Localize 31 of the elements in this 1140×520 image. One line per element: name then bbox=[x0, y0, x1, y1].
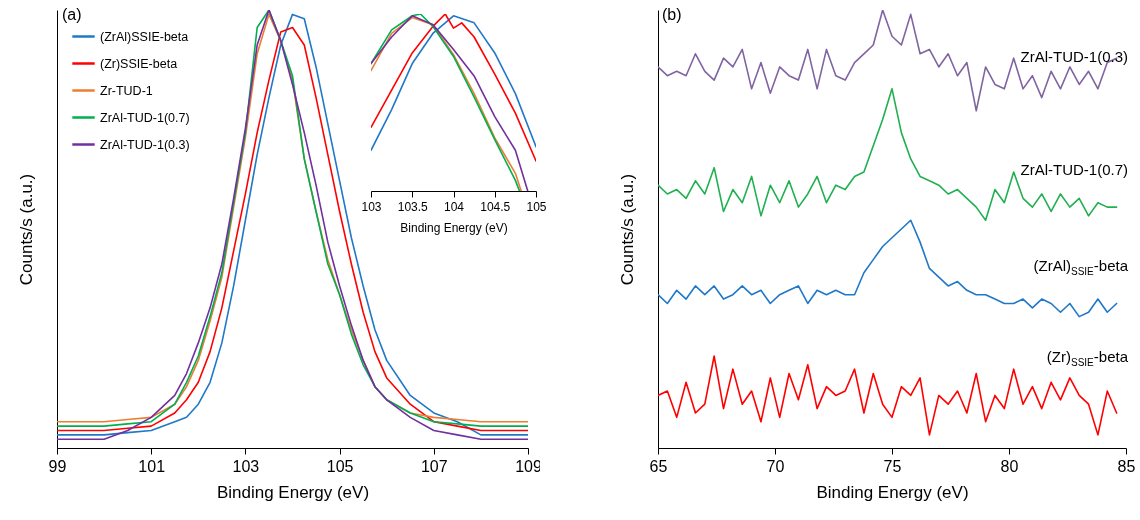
legend-label: ZrAl-TUD-1(0.3) bbox=[100, 137, 190, 152]
x-tick-label: 103.5 bbox=[397, 199, 429, 214]
y-axis-title: Counts/s (a.u.) bbox=[16, 173, 36, 286]
x-tick-label: 70 bbox=[766, 457, 785, 475]
x-tick-label: 65 bbox=[649, 457, 668, 475]
x-tick-label: 99 bbox=[48, 457, 67, 475]
x-tick-label: 105 bbox=[526, 199, 547, 214]
series-label: ZrAl-TUD-1(0.7) bbox=[1020, 161, 1128, 178]
x-tick-label: 75 bbox=[883, 457, 902, 475]
x-tick-label: 105 bbox=[326, 457, 354, 475]
series-label: ZrAl-TUD-1(0.3) bbox=[1020, 48, 1128, 65]
x-tick-label: 85 bbox=[1117, 457, 1136, 475]
x-axis-title: Binding Energy (eV) bbox=[216, 482, 370, 502]
x-tick-label: 80 bbox=[1000, 457, 1019, 475]
legend-label: (ZrAl)SSIE-beta bbox=[100, 29, 189, 44]
series-label: (Zr)$_{SSIE}$-beta bbox=[1046, 348, 1128, 368]
legend-label: Zr-TUD-1 bbox=[100, 83, 153, 98]
x-axis-title: Binding Energy (eV) bbox=[816, 482, 969, 502]
annotation: (b) bbox=[662, 6, 682, 24]
legend-label: ZrAl-TUD-1(0.7) bbox=[100, 110, 190, 125]
x-tick-label: 104 bbox=[443, 199, 465, 214]
y-axis-title: Counts/s (a.u.) bbox=[617, 173, 637, 286]
x-tick-label: 107 bbox=[420, 457, 448, 475]
x-axis-title: Binding Energy (eV) bbox=[400, 220, 508, 235]
x-tick-label: 103 bbox=[361, 199, 382, 214]
x-tick-label: 103 bbox=[232, 457, 260, 475]
x-tick-label: 104.5 bbox=[480, 199, 511, 214]
series-label: (ZrAl)$_{SSIE}$-beta bbox=[1033, 257, 1128, 277]
x-tick-label: 101 bbox=[138, 457, 166, 475]
annotation: (a) bbox=[62, 6, 82, 24]
legend-label: (Zr)SSIE-beta bbox=[100, 56, 178, 71]
